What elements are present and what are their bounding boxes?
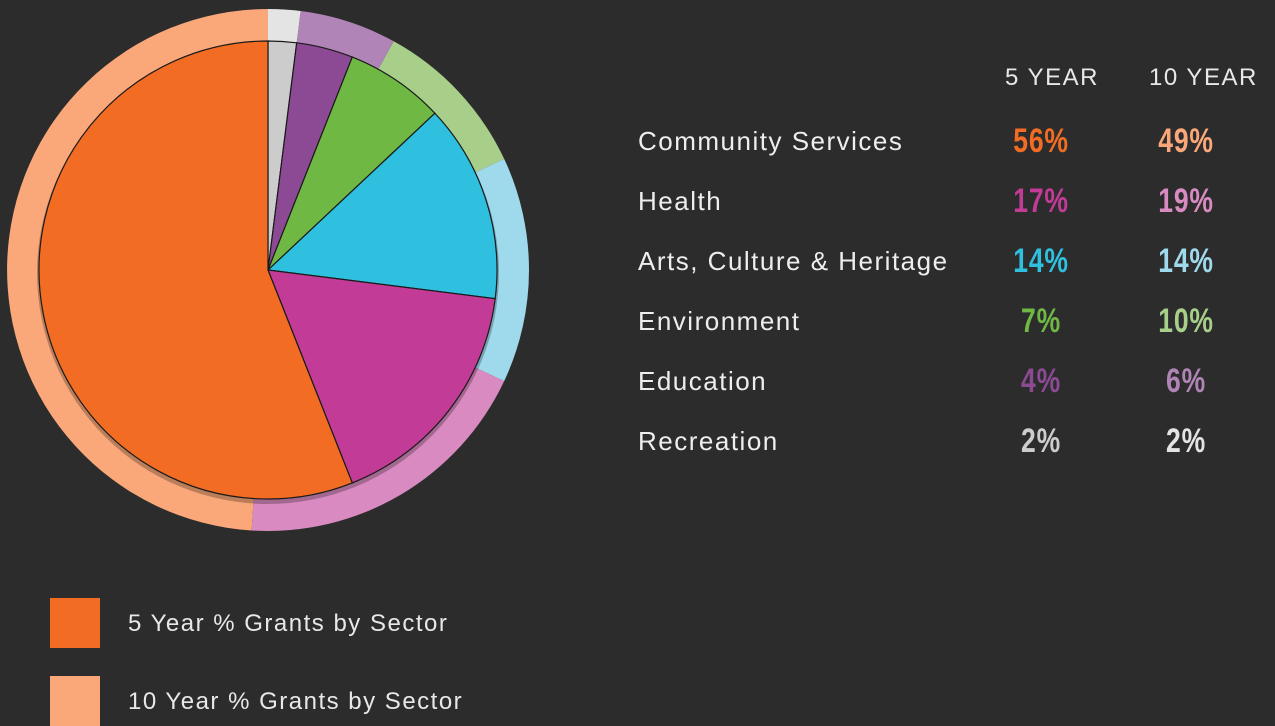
legend-swatch-10-year: [50, 676, 100, 726]
pct-5-year: 7%: [1021, 302, 1061, 340]
sector-name: Environment: [638, 306, 801, 336]
sector-name: Arts, Culture & Heritage: [638, 246, 949, 276]
sector-name: Community Services: [638, 126, 904, 156]
sector-name: Education: [638, 366, 768, 396]
pct-5-year: 4%: [1021, 362, 1061, 400]
pct-10-year: 6%: [1166, 362, 1206, 400]
pie-chart: [7, 9, 530, 531]
five-year-slice-health: [267, 269, 496, 484]
column-header-5-year: 5 YEAR: [1005, 64, 1099, 91]
legend-label-5-year: 5 Year % Grants by Sector: [128, 610, 449, 637]
sector-name: Recreation: [638, 426, 779, 456]
five-year-slice-arts-culture-heritage: [266, 112, 498, 300]
pct-10-year: 14%: [1158, 242, 1214, 280]
inner-pie-5-year: [37, 40, 499, 504]
five-year-slice-community-services: [38, 40, 354, 500]
column-header-10-year: 10 YEAR: [1149, 64, 1258, 91]
sector-row: Community Services 56% 49%: [638, 114, 1275, 174]
pct-5-year: 14%: [1013, 242, 1069, 280]
pct-10-year: 10%: [1158, 302, 1214, 340]
legend-swatch-5-year: [50, 598, 100, 648]
sector-row: Arts, Culture & Heritage 14% 14%: [638, 234, 1275, 294]
pct-10-year: 2%: [1166, 422, 1206, 460]
sector-row: Environment 7% 10%: [638, 294, 1275, 354]
sector-name: Health: [638, 186, 723, 216]
legend-label-10-year: 10 Year % Grants by Sector: [128, 688, 464, 715]
pct-5-year: 17%: [1013, 182, 1069, 220]
pct-10-year: 49%: [1158, 122, 1214, 160]
sector-row: Recreation 2% 2%: [638, 414, 1275, 474]
pct-5-year: 2%: [1021, 422, 1061, 460]
pct-5-year: 56%: [1013, 122, 1069, 160]
sector-row: Education 4% 6%: [638, 354, 1275, 414]
pct-10-year: 19%: [1158, 182, 1214, 220]
sector-row: Health 17% 19%: [638, 174, 1275, 234]
